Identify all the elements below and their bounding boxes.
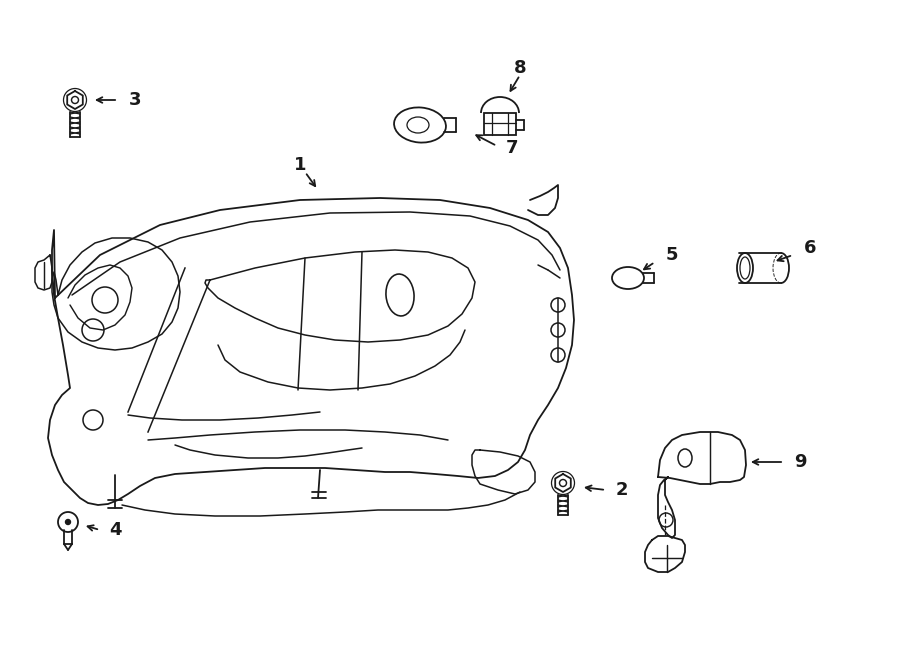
Text: 1: 1 xyxy=(293,156,306,174)
Text: 5: 5 xyxy=(666,246,679,264)
Bar xyxy=(484,113,516,135)
Text: 4: 4 xyxy=(109,521,122,539)
Text: 2: 2 xyxy=(616,481,628,499)
Text: 8: 8 xyxy=(514,59,526,77)
Text: 6: 6 xyxy=(804,239,816,257)
Text: 9: 9 xyxy=(794,453,806,471)
Text: 3: 3 xyxy=(129,91,141,109)
Circle shape xyxy=(66,520,70,524)
Text: 7: 7 xyxy=(506,139,518,157)
